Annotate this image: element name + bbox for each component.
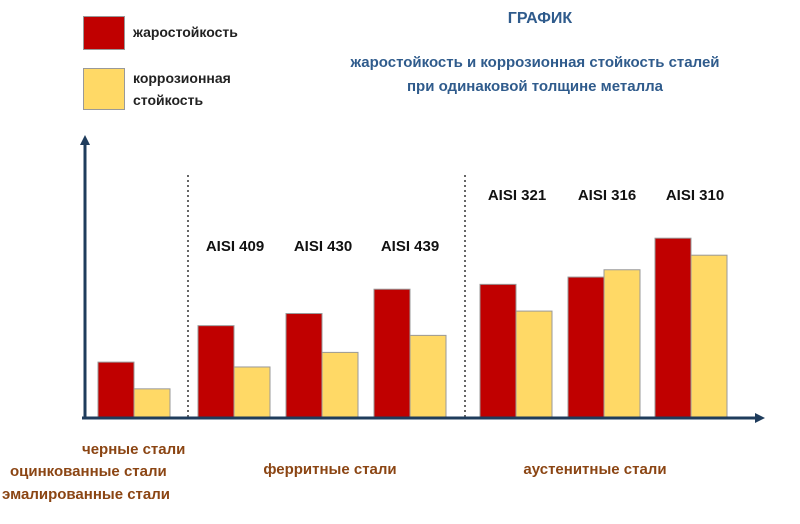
legend-corrosion-label-line2: стойкость — [133, 92, 204, 108]
grade-label-aisi-321: AISI 321 — [487, 187, 547, 204]
bar-heat-4 — [479, 283, 517, 419]
bar-corrosion-3 — [409, 334, 447, 419]
chart-title: ГРАФИК — [507, 10, 573, 27]
legend-heat-label: жаростойкость — [133, 24, 238, 40]
bar-corrosion-6 — [690, 254, 728, 419]
group-label-austenitic: аустенитные стали — [523, 461, 667, 478]
bar-corrosion-1 — [233, 366, 271, 419]
grade-label-aisi-439: AISI 439 — [380, 238, 440, 255]
group-label-galvanized-steel: оцинкованные стали — [10, 463, 167, 480]
grade-label-aisi-430: AISI 430 — [293, 238, 353, 255]
grade-label-aisi-409: AISI 409 — [205, 238, 265, 255]
grade-label-aisi-310: AISI 310 — [665, 187, 725, 204]
bar-corrosion-5 — [603, 269, 641, 419]
bar-heat-3 — [373, 288, 411, 419]
bar-corrosion-4 — [515, 310, 553, 419]
legend-corrosion-label-line1: коррозионная — [133, 70, 231, 86]
group-label-black-steel: черные стали — [82, 441, 186, 458]
bar-heat-6 — [654, 237, 692, 419]
group-label-ferritic: ферритные стали — [263, 461, 397, 478]
bar-corrosion-0 — [133, 388, 171, 419]
group-label-enameled-steel: эмалированные стали — [2, 486, 170, 503]
chart-subtitle-line2: при одинаковой толщине металла — [406, 78, 663, 95]
bar-heat-0 — [97, 361, 135, 419]
bar-heat-2 — [285, 313, 323, 419]
bar-corrosion-2 — [321, 351, 359, 419]
bar-heat-5 — [567, 276, 605, 419]
chart-subtitle-line1: жаростойкость и коррозионная стойкость с… — [350, 54, 720, 71]
legend-heat-swatch — [83, 16, 125, 50]
legend-corrosion-swatch — [83, 68, 125, 110]
bar-heat-1 — [197, 325, 235, 419]
grade-label-aisi-316: AISI 316 — [577, 187, 637, 204]
